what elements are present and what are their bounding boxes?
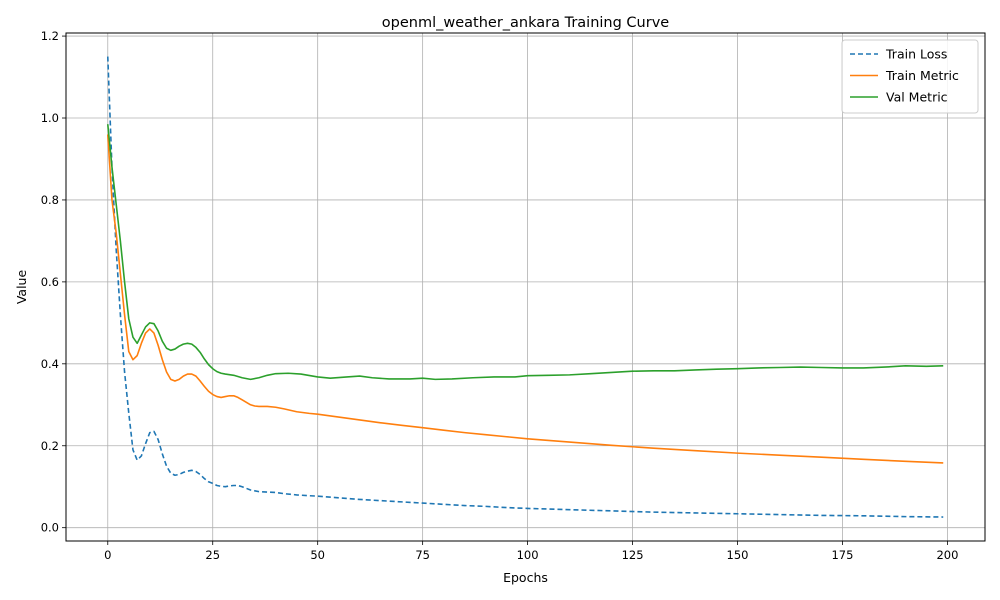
x-tick-label: 25 bbox=[205, 548, 220, 562]
series-layer bbox=[106, 56, 944, 518]
y-axis-label: Value bbox=[14, 270, 29, 305]
y-tick-label: 0.4 bbox=[41, 357, 59, 371]
grid-lines bbox=[66, 33, 985, 541]
x-tick-label: 100 bbox=[517, 548, 539, 562]
legend-label: Val Metric bbox=[886, 90, 948, 105]
series-line-train-loss bbox=[106, 56, 944, 518]
series-line-train-metric bbox=[106, 134, 944, 464]
x-tick-label: 75 bbox=[415, 548, 430, 562]
legend: Train Loss Train Metric Val Metric bbox=[841, 39, 979, 114]
x-tick-label: 50 bbox=[310, 548, 325, 562]
x-tick-label: 200 bbox=[936, 548, 958, 562]
y-tick-label: 0.2 bbox=[41, 439, 59, 453]
x-tick-label: 175 bbox=[831, 548, 853, 562]
x-tick-label: 125 bbox=[622, 548, 644, 562]
y-tick-label: 1.0 bbox=[41, 111, 59, 125]
y-tick-label: 0.8 bbox=[41, 193, 59, 207]
y-tick-label: 1.2 bbox=[41, 29, 59, 43]
y-tick-label: 0.0 bbox=[41, 521, 59, 535]
y-tick-label: 0.6 bbox=[41, 275, 59, 289]
chart-title: openml_weather_ankara Training Curve bbox=[382, 15, 670, 31]
legend-label: Train Metric bbox=[885, 68, 959, 83]
x-tick-label: 0 bbox=[104, 548, 111, 562]
legend-label: Train Loss bbox=[885, 47, 947, 62]
x-tick-label: 150 bbox=[727, 548, 749, 562]
y-axis: 0.0 0.2 0.4 0.6 0.8 1.0 1.2 bbox=[41, 29, 66, 535]
legend-box bbox=[841, 39, 979, 114]
x-axis-label: Epochs bbox=[503, 570, 548, 585]
series-line-val-metric bbox=[106, 124, 944, 381]
plot-frame bbox=[65, 32, 986, 542]
x-axis: 0 25 50 75 100 125 150 175 200 bbox=[104, 541, 958, 562]
